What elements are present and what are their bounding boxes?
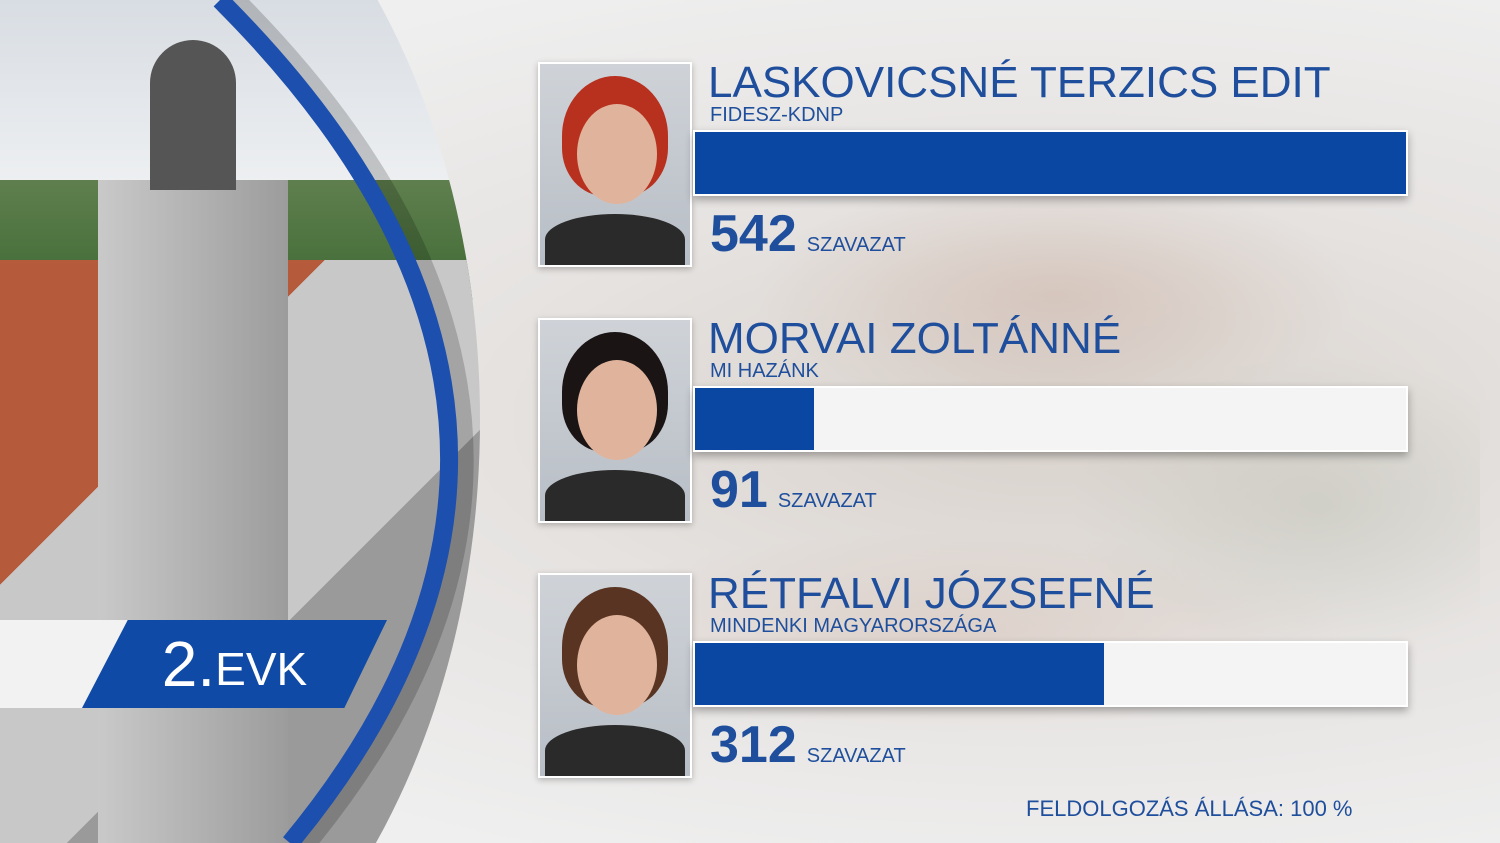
vote-value: 91	[710, 461, 768, 519]
candidate-name: MORVAI ZOLTÁNNÉ	[708, 314, 1122, 363]
candidate-party: FIDESZ-KDNP	[710, 104, 844, 126]
candidate-name: RÉTFALVI JÓZSEFNÉ	[708, 569, 1155, 618]
bar-track	[693, 130, 1408, 196]
candidate-party: MINDENKI MAGYARORSZÁGA	[710, 615, 997, 637]
vote-count: 91 SZAVAZAT	[710, 460, 1408, 520]
vote-value: 312	[710, 716, 797, 774]
candidate-row: MORVAI ZOLTÁNNÉ MI HAZÁNK 91 SZAVAZAT	[538, 314, 1410, 528]
photo-tower	[98, 180, 288, 843]
candidate-photo	[538, 318, 692, 523]
candidate-party: MI HAZÁNK	[710, 360, 819, 382]
vote-bar	[695, 132, 1406, 194]
photo-tower-top	[150, 40, 236, 190]
candidate-name: LASKOVICSNÉ TERZICS EDIT	[708, 58, 1331, 107]
district-label: EVK	[215, 643, 308, 695]
vote-bar	[695, 643, 1105, 705]
vote-unit: SZAVAZAT	[806, 745, 906, 767]
vote-bar	[695, 388, 815, 450]
processing-status: FELDOLGOZÁS ÁLLÁSA: 100 %	[1026, 796, 1353, 821]
candidate-row: LASKOVICSNÉ TERZICS EDIT FIDESZ-KDNP 542…	[538, 58, 1410, 272]
vote-unit: SZAVAZAT	[777, 490, 877, 512]
vote-unit: SZAVAZAT	[806, 234, 906, 256]
vote-value: 542	[710, 205, 797, 263]
candidate-photo	[538, 62, 692, 267]
candidate-photo	[538, 573, 692, 778]
vote-count: 312 SZAVAZAT	[710, 715, 1408, 775]
blue-arc-decoration	[213, 0, 474, 843]
district-banner: 2. EVK	[82, 620, 387, 708]
district-number: 2.	[161, 628, 216, 700]
bar-track	[693, 386, 1408, 452]
bar-track	[693, 641, 1408, 707]
candidate-row: RÉTFALVI JÓZSEFNÉ MINDENKI MAGYARORSZÁGA…	[538, 569, 1410, 783]
vote-count: 542 SZAVAZAT	[710, 204, 1408, 264]
